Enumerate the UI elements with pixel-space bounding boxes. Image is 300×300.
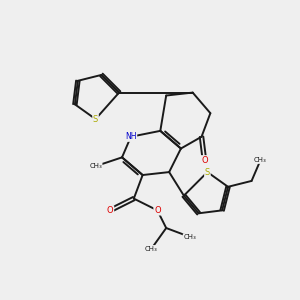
Text: O: O [107,206,114,215]
Text: NH: NH [125,132,136,141]
Text: CH₃: CH₃ [254,157,267,163]
Text: O: O [201,156,208,165]
Text: CH₃: CH₃ [145,246,158,252]
Text: S: S [93,115,98,124]
Text: CH₃: CH₃ [183,234,196,240]
Text: O: O [154,206,161,215]
Text: CH₃: CH₃ [89,163,102,169]
Text: S: S [205,168,210,177]
